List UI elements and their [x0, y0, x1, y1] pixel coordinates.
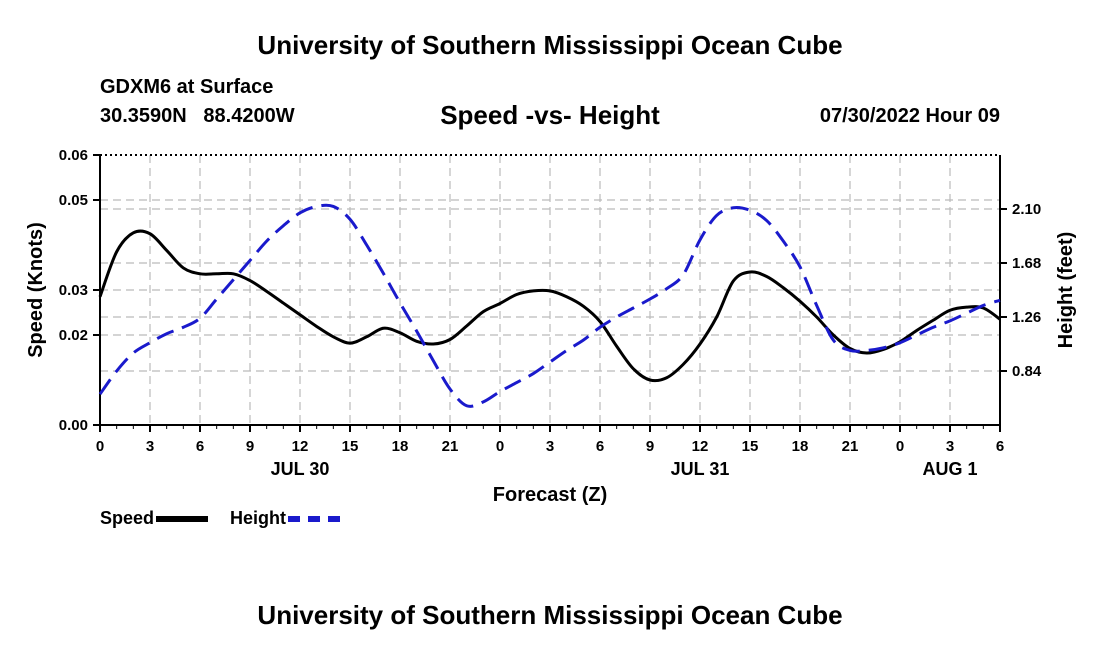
datetime-label: 07/30/2022 Hour 09 — [819, 105, 1000, 127]
y-tick-label: 0.06 — [59, 147, 88, 164]
x-tick-label: 18 — [792, 438, 809, 455]
x-tick-label: 15 — [342, 438, 359, 455]
x-tick-label: 15 — [742, 438, 759, 455]
x-tick-label: 21 — [442, 438, 459, 455]
x-tick-label: 12 — [692, 438, 709, 455]
legend-speed: Speed — [100, 508, 209, 529]
coordinates-label: 30.3590N 88.4200W — [100, 105, 295, 127]
y2-tick-label: 1.26 — [1012, 309, 1041, 326]
x-tick-label: 6 — [196, 438, 204, 455]
x-tick-label: 3 — [946, 438, 954, 455]
y2-tick-label: 2.10 — [1012, 201, 1041, 218]
speed-series-line — [98, 229, 1001, 383]
day-label: AUG 1 — [922, 459, 977, 479]
y-tick-label: 0.00 — [59, 417, 88, 434]
x-tick-label: 0 — [496, 438, 504, 455]
day-label: JUL 31 — [671, 459, 730, 479]
y2-tick-label: 1.68 — [1012, 255, 1041, 272]
legend-speed-label: Speed — [100, 508, 155, 528]
y-tick-label: 0.02 — [59, 327, 88, 344]
legend-height: Height — [230, 508, 340, 529]
main-title: University of Southern Mississippi Ocean… — [257, 30, 843, 60]
day-label: JUL 30 — [271, 459, 330, 479]
x-tick-label: 6 — [596, 438, 604, 455]
x-tick-label: 0 — [96, 438, 104, 455]
y-tick-label: 0.05 — [59, 192, 88, 209]
y-axis-title: Speed (Knots) — [25, 222, 47, 358]
x-tick-label: 12 — [292, 438, 309, 455]
x-tick-label: 3 — [546, 438, 554, 455]
height-series-line — [98, 203, 1001, 408]
legend-height-swatch — [288, 515, 340, 522]
legend-height-label: Height — [230, 508, 286, 528]
legend-speed-swatch — [156, 515, 209, 522]
y2-tick-label: 0.84 — [1012, 363, 1042, 380]
y-tick-label: 0.03 — [59, 282, 88, 299]
station-label: GDXM6 at Surface — [100, 76, 274, 98]
x-tick-label: 18 — [392, 438, 409, 455]
footer-title: University of Southern Mississippi Ocean… — [257, 600, 843, 630]
y2-axis-title: Height (feet) — [1055, 232, 1077, 349]
x-tick-label: 21 — [842, 438, 859, 455]
x-axis-title: Forecast (Z) — [493, 484, 607, 506]
x-tick-label: 6 — [996, 438, 1004, 455]
x-tick-label: 9 — [646, 438, 654, 455]
chart-subtitle: Speed -vs- Height — [440, 100, 660, 130]
x-tick-label: 9 — [246, 438, 254, 455]
x-tick-label: 0 — [896, 438, 904, 455]
x-tick-label: 3 — [146, 438, 154, 455]
